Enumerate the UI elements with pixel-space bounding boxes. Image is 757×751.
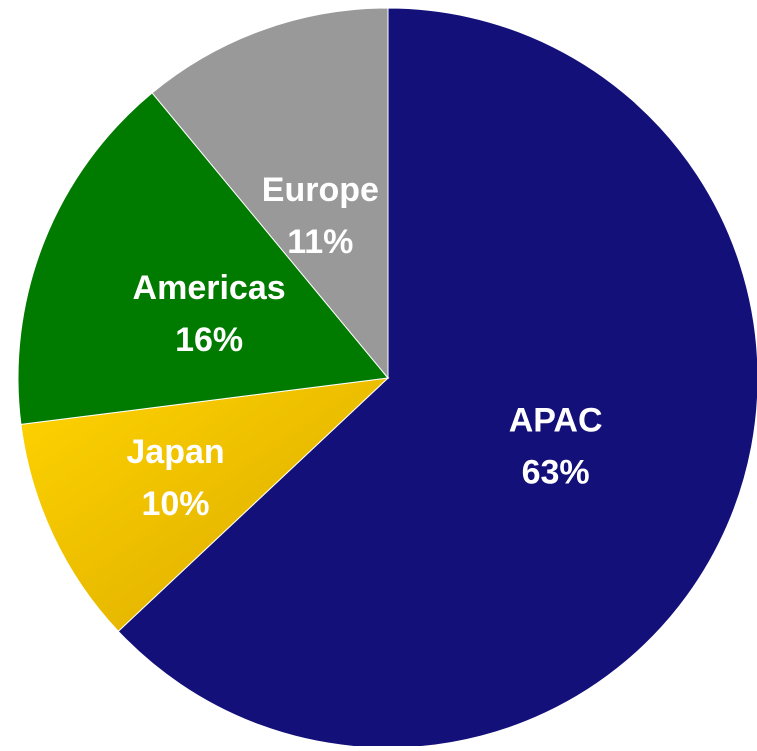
- pie-slice-japan: [20, 377, 390, 632]
- pie-slice-americas: [17, 92, 389, 425]
- slice-value-apac: 63%: [522, 454, 590, 492]
- pie-labels: APAC 63% Japan 10% Americas 16% Europe 11%: [126, 171, 602, 523]
- pie-slice-europe: [151, 7, 389, 380]
- slice-label-americas: Americas: [133, 269, 286, 307]
- slice-value-japan: 10%: [141, 485, 209, 523]
- slice-value-europe: 11%: [287, 223, 353, 261]
- slice-label-japan: Japan: [126, 433, 224, 471]
- slice-label-europe: Europe: [262, 171, 379, 209]
- slice-label-apac: APAC: [509, 402, 603, 440]
- pie-slices: [17, 7, 757, 749]
- pie-slice-apac: [117, 7, 757, 749]
- slice-value-americas: 16%: [175, 321, 243, 359]
